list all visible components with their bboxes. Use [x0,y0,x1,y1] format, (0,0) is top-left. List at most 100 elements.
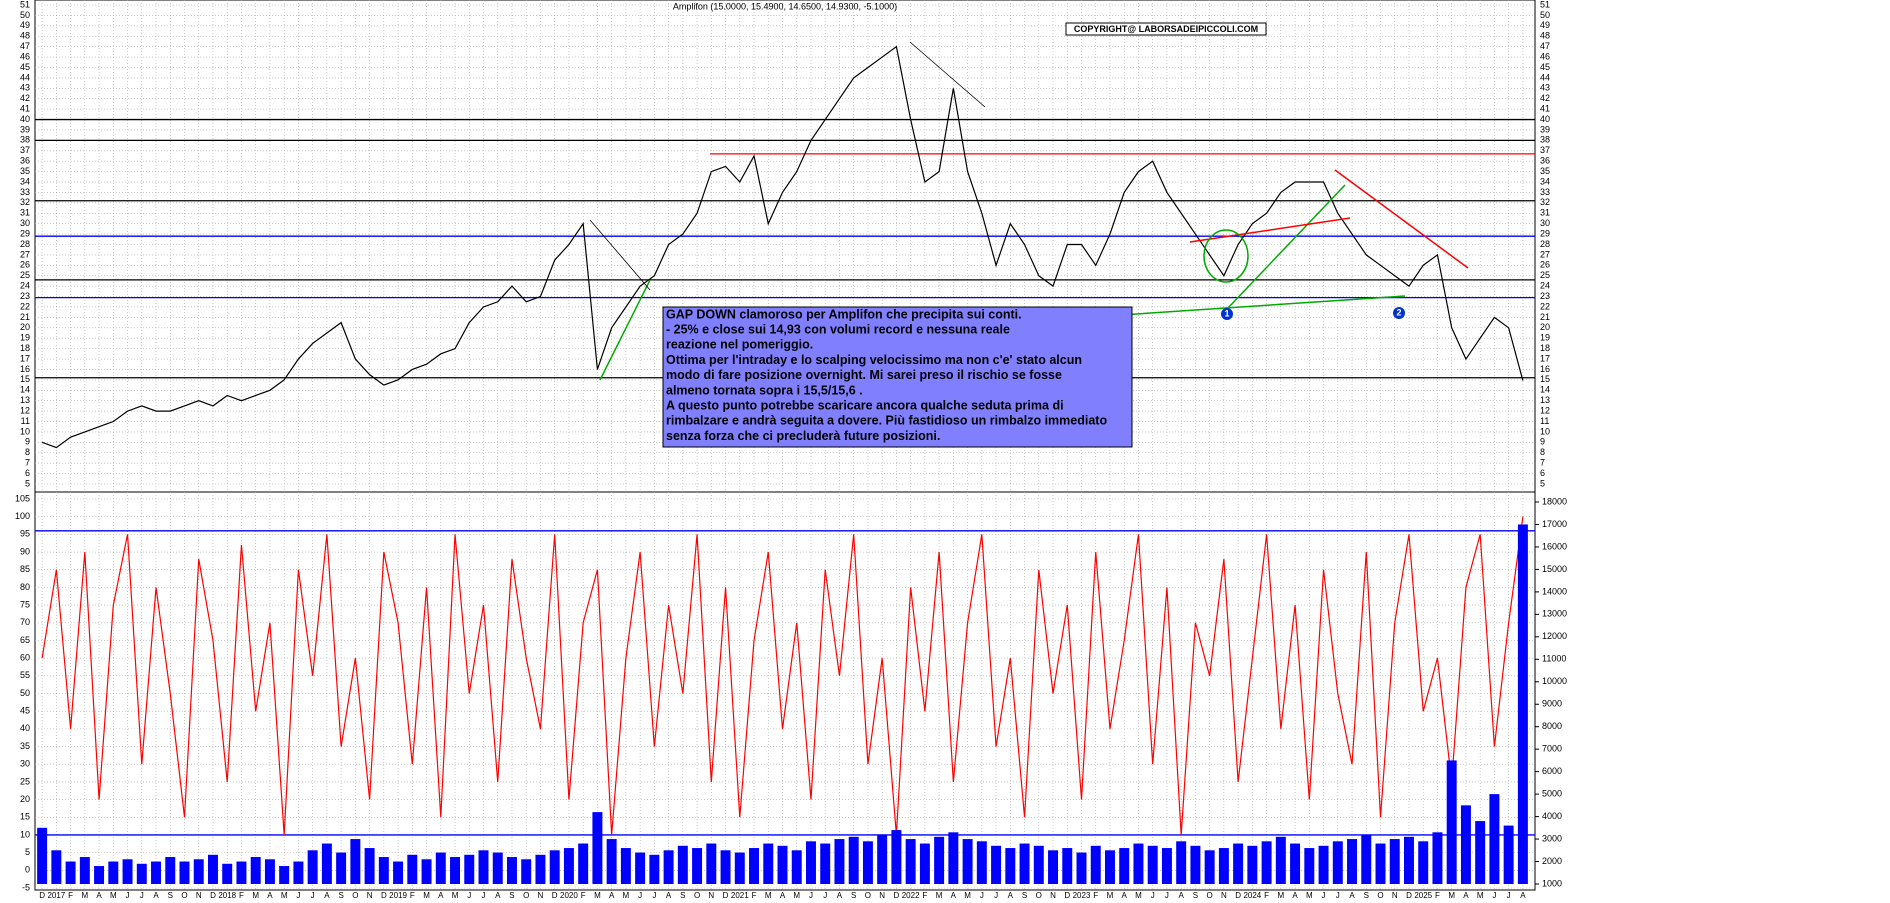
x-tick-label: J [994,891,998,900]
volume-bar [592,812,603,884]
y-tick-label: 10 [1540,426,1550,436]
y-tick-label: 45 [1540,62,1550,72]
volume-bar [663,850,674,884]
x-tick-label: J [980,891,984,900]
volume-bar [820,843,831,884]
y2-tick-label: 12000 [1542,631,1567,641]
x-tick-label: S [680,891,685,900]
x-tick-label: 2022 [902,891,920,900]
x-tick-label: A [1178,891,1184,900]
x-tick-label: 2019 [389,891,407,900]
y-tick-label: 46 [1540,51,1550,61]
x-tick-label: A [1122,891,1128,900]
x-tick-label: D [552,891,558,900]
volume-bar [848,836,859,884]
y-tick-label: 14 [1540,385,1550,395]
y-tick-label: 38 [1540,135,1550,145]
volume-bar [1133,843,1144,884]
x-tick-label: D [39,891,45,900]
y-tick-label: 46 [20,51,30,61]
y-tick-label: 50 [1540,10,1550,20]
volume-bar [862,841,873,884]
annotation-line: rimbalzare e andrà seguita a dovere. Più… [666,414,1107,428]
y-tick-label: 22 [20,301,30,311]
x-tick-label: J [140,891,144,900]
y-tick-label: 47 [20,41,30,51]
lower-frame [34,491,1536,891]
x-tick-label: S [851,891,856,900]
volume-bar [563,848,574,884]
y-tick-label: 20 [20,794,30,804]
volume-bar [1275,836,1286,884]
annotation-line: senza forza che ci precluderà future pos… [666,429,940,443]
x-tick-label: J [1151,891,1155,900]
x-tick-label: J [1507,891,1511,900]
x-tick-label: S [1364,891,1369,900]
y-tick-label: 26 [1540,260,1550,270]
y-tick-label: 35 [20,741,30,751]
y-tick-label: 30 [20,218,30,228]
x-tick-label: D [894,891,900,900]
y2-tick-label: 9000 [1542,699,1562,709]
x-tick-label: O [1377,891,1383,900]
marker-label: 1 [1224,308,1229,318]
x-tick-label: S [509,891,514,900]
x-tick-label: M [423,891,430,900]
volume-bar [578,843,589,884]
volume-bar [1489,794,1500,884]
x-tick-label: 2020 [560,891,578,900]
x-tick-label: F [68,891,73,900]
volume-bar [891,830,902,884]
x-tick-label: D [1406,891,1412,900]
volume-bar [151,861,162,884]
y-tick-label: 31 [20,208,30,218]
y-tick-label: 21 [20,312,30,322]
chart-title: Amplifon (15.0000, 15.4900, 14.6500, 14.… [673,1,897,11]
x-tick-label: N [1221,891,1227,900]
y2-tick-label: 6000 [1542,766,1562,776]
x-tick-label: M [623,891,630,900]
y-tick-label: 32 [1540,197,1550,207]
y-tick-label: 18 [20,343,30,353]
volume-bar [37,827,48,884]
volume-bar [749,848,760,884]
x-tick-label: M [81,891,88,900]
y2-tick-label: 3000 [1542,833,1562,843]
volume-bar [1147,845,1158,884]
y-tick-label: 37 [20,145,30,155]
volume-bar [777,845,788,884]
volume-bar [51,850,62,884]
x-tick-label: J [823,891,827,900]
x-tick-label: F [922,891,927,900]
y-tick-label: 43 [1540,83,1550,93]
y2-tick-label: 8000 [1542,721,1562,731]
volume-bar [620,848,631,884]
x-tick-label: M [936,891,943,900]
y2-tick-label: 5000 [1542,788,1562,798]
x-tick-label: O [1036,891,1042,900]
y-tick-label: 51 [1540,0,1550,9]
y-tick-label: 44 [20,72,30,82]
x-tick-label: O [694,891,700,900]
annotation-box: GAP DOWN clamoroso per Amplifon che prec… [662,306,1133,448]
volume-bar [506,857,517,884]
x-tick-label: F [1264,891,1269,900]
x-tick-label: F [581,891,586,900]
y-tick-label: 14 [20,385,30,395]
y-tick-label: 48 [20,31,30,41]
y-tick-label: 34 [1540,176,1550,186]
volume-bar [1318,845,1329,884]
volume-bar [421,859,432,884]
y-tick-label: 16 [20,364,30,374]
volume-bar [1347,839,1358,884]
y-tick-label: 19 [1540,333,1550,343]
volume-bar [1290,843,1301,884]
y-tick-label: 17 [1540,353,1550,363]
y-tick-label: 38 [20,135,30,145]
volume-bar [1432,832,1443,884]
volume-bar [1247,845,1258,884]
x-tick-label: D [210,891,216,900]
x-tick-label: N [708,891,714,900]
y-tick-label: 95 [20,529,30,539]
x-tick-label: O [865,891,871,900]
